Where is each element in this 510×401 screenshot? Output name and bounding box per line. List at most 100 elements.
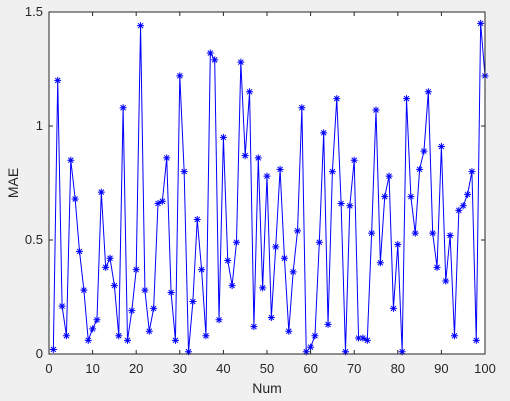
data-point-marker	[224, 257, 232, 265]
data-point-marker	[267, 314, 275, 322]
data-point-marker	[464, 190, 472, 198]
x-axis-label: Num	[252, 380, 282, 396]
data-point-marker	[368, 229, 376, 237]
data-point-marker	[446, 231, 454, 239]
data-point-marker	[355, 334, 363, 342]
x-tick-label: 80	[391, 361, 405, 376]
data-point-marker	[315, 238, 323, 246]
data-point-marker	[185, 348, 193, 356]
x-tick-label: 90	[434, 361, 448, 376]
data-point-marker	[128, 307, 136, 315]
data-point-marker	[394, 241, 402, 249]
data-point-marker	[337, 200, 345, 208]
data-point-marker	[189, 298, 197, 306]
data-point-marker	[341, 348, 349, 356]
x-tick-label: 40	[216, 361, 230, 376]
data-point-marker	[228, 282, 236, 290]
data-point-marker	[468, 168, 476, 176]
series-line	[52, 23, 486, 353]
x-tick-label: 30	[173, 361, 187, 376]
data-point-marker	[163, 154, 171, 162]
data-point-marker	[346, 202, 354, 210]
x-tick-label: 50	[260, 361, 274, 376]
data-point-marker	[276, 165, 284, 173]
data-point-marker	[141, 286, 149, 294]
data-point-marker	[76, 247, 84, 255]
y-tick-label: 1.5	[25, 4, 43, 19]
data-point-marker	[97, 188, 105, 196]
x-tick-label: 10	[85, 361, 99, 376]
data-point-marker	[202, 332, 210, 340]
data-point-marker	[84, 336, 92, 344]
data-point-marker	[389, 304, 397, 312]
data-point-marker	[328, 168, 336, 176]
data-point-marker	[385, 172, 393, 180]
data-point-marker	[154, 200, 162, 208]
x-tick-label: 100	[474, 361, 496, 376]
data-point-marker	[477, 19, 485, 27]
data-point-marker	[407, 193, 415, 201]
data-point-marker	[102, 263, 110, 271]
data-point-marker	[137, 22, 145, 30]
data-point-marker	[302, 348, 310, 356]
data-point-marker	[250, 323, 258, 331]
data-point-marker	[62, 332, 70, 340]
data-point-marker	[58, 302, 66, 310]
data-point-marker	[193, 215, 201, 223]
data-point-marker	[272, 243, 280, 251]
data-point-marker	[411, 229, 419, 237]
data-point-marker	[320, 129, 328, 137]
data-point-marker	[171, 336, 179, 344]
data-point-marker	[150, 304, 158, 312]
data-point-marker	[403, 95, 411, 103]
data-point-marker	[215, 316, 223, 324]
data-point-marker	[119, 104, 127, 112]
data-point-marker	[333, 95, 341, 103]
x-axis-ticks: 0 10 20 30 40 50 60 70 80 90 100	[45, 12, 496, 376]
data-point-marker	[324, 320, 332, 328]
data-point-marker	[93, 316, 101, 324]
data-point-marker	[180, 168, 188, 176]
y-tick-label: 1	[36, 118, 43, 133]
data-point-marker	[429, 229, 437, 237]
x-tick-label: 60	[303, 361, 317, 376]
data-point-marker	[89, 325, 97, 333]
data-point-marker	[206, 49, 214, 57]
data-point-marker	[424, 88, 432, 96]
data-point-marker	[115, 332, 123, 340]
data-point-marker	[167, 288, 175, 296]
data-point-marker	[442, 277, 450, 285]
data-point-marker	[259, 284, 267, 292]
data-point-marker	[311, 332, 319, 340]
data-point-marker	[132, 266, 140, 274]
data-point-marker	[176, 72, 184, 80]
data-point-marker	[106, 254, 114, 262]
data-point-marker	[376, 259, 384, 267]
data-point-marker	[433, 263, 441, 271]
data-point-marker	[123, 336, 131, 344]
data-point-marker	[363, 336, 371, 344]
data-point-marker	[254, 154, 262, 162]
data-point-marker	[237, 58, 245, 66]
data-point-marker	[398, 348, 406, 356]
data-point-marker	[285, 327, 293, 335]
data-point-marker	[455, 206, 463, 214]
data-point-marker	[71, 195, 79, 203]
x-tick-label: 70	[347, 361, 361, 376]
data-point-marker	[211, 56, 219, 64]
data-point-marker	[437, 143, 445, 151]
x-tick-label: 0	[45, 361, 52, 376]
data-point-marker	[459, 202, 467, 210]
data-point-marker	[49, 345, 57, 353]
data-point-marker	[420, 147, 428, 155]
data-point-marker	[232, 238, 240, 246]
data-point-marker	[80, 286, 88, 294]
data-point-marker	[280, 254, 288, 262]
data-point-marker	[263, 172, 271, 180]
data-point-marker	[198, 266, 206, 274]
data-point-marker	[416, 165, 424, 173]
data-point-marker	[145, 327, 153, 335]
data-point-marker	[350, 156, 358, 164]
y-axis-label: MAE	[5, 168, 21, 198]
y-axis-ticks: 0 0.5 1 1.5	[25, 4, 485, 361]
